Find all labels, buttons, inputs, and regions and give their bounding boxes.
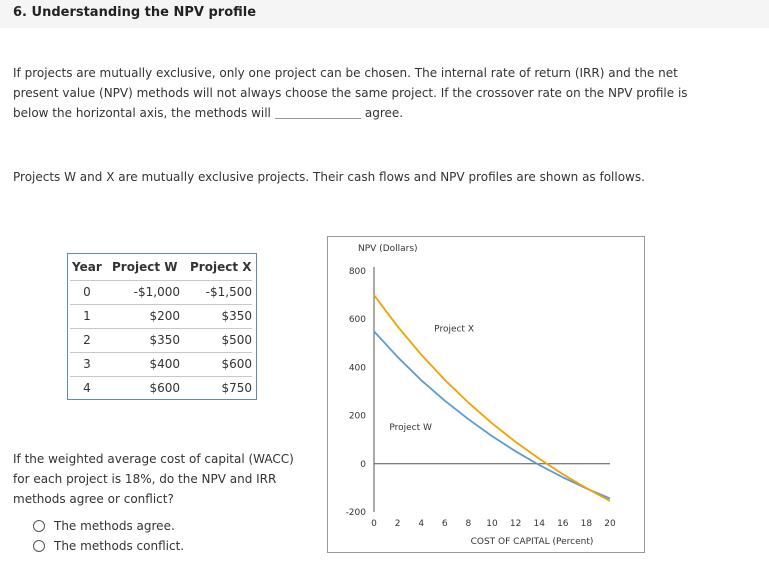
y-tick-label: 200 xyxy=(349,412,366,422)
table-row: 1 $200 $350 xyxy=(70,304,252,329)
x-tick-label: 10 xyxy=(486,519,498,529)
x-tick-label: 18 xyxy=(581,519,593,529)
cell-year: 3 xyxy=(70,352,104,377)
cell-project-w: -$1,000 xyxy=(104,280,180,305)
project-x-npv-line xyxy=(373,294,611,502)
cell-project-w: $350 xyxy=(104,328,180,353)
option-conflict[interactable]: The methods conflict. xyxy=(33,538,184,554)
intro-line-2: present value (NPV) methods will not alw… xyxy=(13,86,688,100)
radio-agree[interactable] xyxy=(33,520,45,532)
project-w-npv-line xyxy=(373,330,611,500)
intro-line-3-before: below the horizontal axis, the methods w… xyxy=(13,106,271,120)
cash-flow-table: Year Project W Project X 0 -$1,000 -$1,5… xyxy=(67,253,257,400)
y-tick-label: 600 xyxy=(349,315,366,325)
y-tick-label: 400 xyxy=(349,363,366,373)
intro-line-1: If projects are mutually exclusive, only… xyxy=(13,66,678,80)
y-axis-label: NPV (Dollars) xyxy=(358,244,418,254)
cell-project-x: $750 xyxy=(180,376,252,400)
projects-description: Projects W and X are mutually exclusive … xyxy=(13,170,645,184)
wacc-question: If the weighted average cost of capital … xyxy=(13,449,313,509)
x-tick-label: 20 xyxy=(604,519,616,529)
x-axis-label: COST OF CAPITAL (Percent) xyxy=(471,537,594,547)
npv-profile-chart: NPV (Dollars) 800 600 400 200 0 -200 0 2 4 6 8 10 12 1… xyxy=(327,236,645,553)
x-tick-label: 12 xyxy=(510,519,521,529)
section-heading: 6. Understanding the NPV profile xyxy=(13,5,257,20)
table-row: 0 -$1,000 -$1,500 xyxy=(70,280,252,305)
y-tick-label: 800 xyxy=(349,267,366,277)
project-w-series-label: Project W xyxy=(389,423,432,433)
table-row: 2 $350 $500 xyxy=(70,328,252,353)
cell-year: 0 xyxy=(70,280,104,305)
cell-year: 2 xyxy=(70,328,104,353)
cell-project-x: $500 xyxy=(180,328,252,353)
option-agree[interactable]: The methods agree. xyxy=(33,518,175,534)
x-tick-label: 8 xyxy=(466,519,472,529)
cell-project-x: $600 xyxy=(180,352,252,377)
x-tick-label: 14 xyxy=(533,519,545,529)
header-project-w: Project W xyxy=(112,260,178,274)
cell-project-x: $350 xyxy=(180,304,252,329)
question-line-2: for each project is 18%, do the NPV and … xyxy=(13,472,277,486)
cell-project-w: $600 xyxy=(104,376,180,400)
x-tick-label: 16 xyxy=(557,519,569,529)
cell-project-x: -$1,500 xyxy=(180,280,252,305)
intro-line-3: below the horizontal axis, the methods w… xyxy=(13,103,688,123)
section-heading-bar: 6. Understanding the NPV profile xyxy=(0,0,769,28)
npv-chart-svg: NPV (Dollars) 800 600 400 200 0 -200 0 2 4 6 8 10 12 1… xyxy=(346,244,616,547)
intro-paragraph: If projects are mutually exclusive, only… xyxy=(13,63,688,123)
intro-line-3-after: agree. xyxy=(364,106,404,120)
answer-blank-dropdown[interactable] xyxy=(274,106,361,119)
x-tick-label: 2 xyxy=(395,519,401,529)
header-project-x: Project X xyxy=(190,260,252,274)
cell-project-w: $200 xyxy=(104,304,180,329)
project-x-series-label: Project X xyxy=(434,324,474,334)
table-row: 3 $400 $600 xyxy=(70,352,252,377)
y-tick-label: 0 xyxy=(360,460,366,470)
option-conflict-label: The methods conflict. xyxy=(54,539,185,553)
table-row: 4 $600 $750 xyxy=(70,376,252,400)
x-tick-label: 4 xyxy=(418,519,424,529)
y-tick-label: -200 xyxy=(346,508,367,518)
question-line-1: If the weighted average cost of capital … xyxy=(13,452,294,466)
x-tick-label: 6 xyxy=(442,519,448,529)
question-line-3: methods agree or conflict? xyxy=(13,492,174,506)
cell-year: 4 xyxy=(70,376,104,400)
cell-year: 1 xyxy=(70,304,104,329)
option-agree-label: The methods agree. xyxy=(54,519,175,533)
x-tick-label: 0 xyxy=(371,519,377,529)
radio-conflict[interactable] xyxy=(33,540,45,552)
header-year: Year xyxy=(72,260,102,274)
cell-project-w: $400 xyxy=(104,352,180,377)
